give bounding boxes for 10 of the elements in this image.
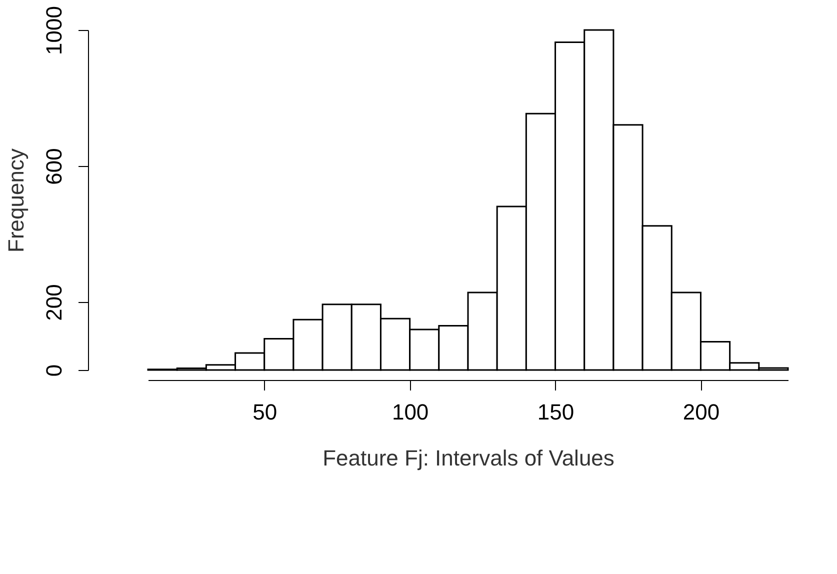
- x-axis-title: Feature Fj: Intervals of Values: [322, 446, 614, 470]
- x-tick-label: 150: [537, 400, 574, 424]
- y-tick-label: 600: [42, 148, 66, 185]
- x-tick-label: 200: [682, 400, 720, 424]
- x-tick-label: 100: [392, 400, 429, 424]
- y-tick-label: 200: [42, 284, 66, 321]
- y-axis-title: Frequency: [4, 148, 28, 252]
- y-tick-label: 0: [42, 364, 66, 377]
- x-tick-label: 50: [252, 400, 278, 424]
- y-tick-label: 1000: [42, 6, 66, 55]
